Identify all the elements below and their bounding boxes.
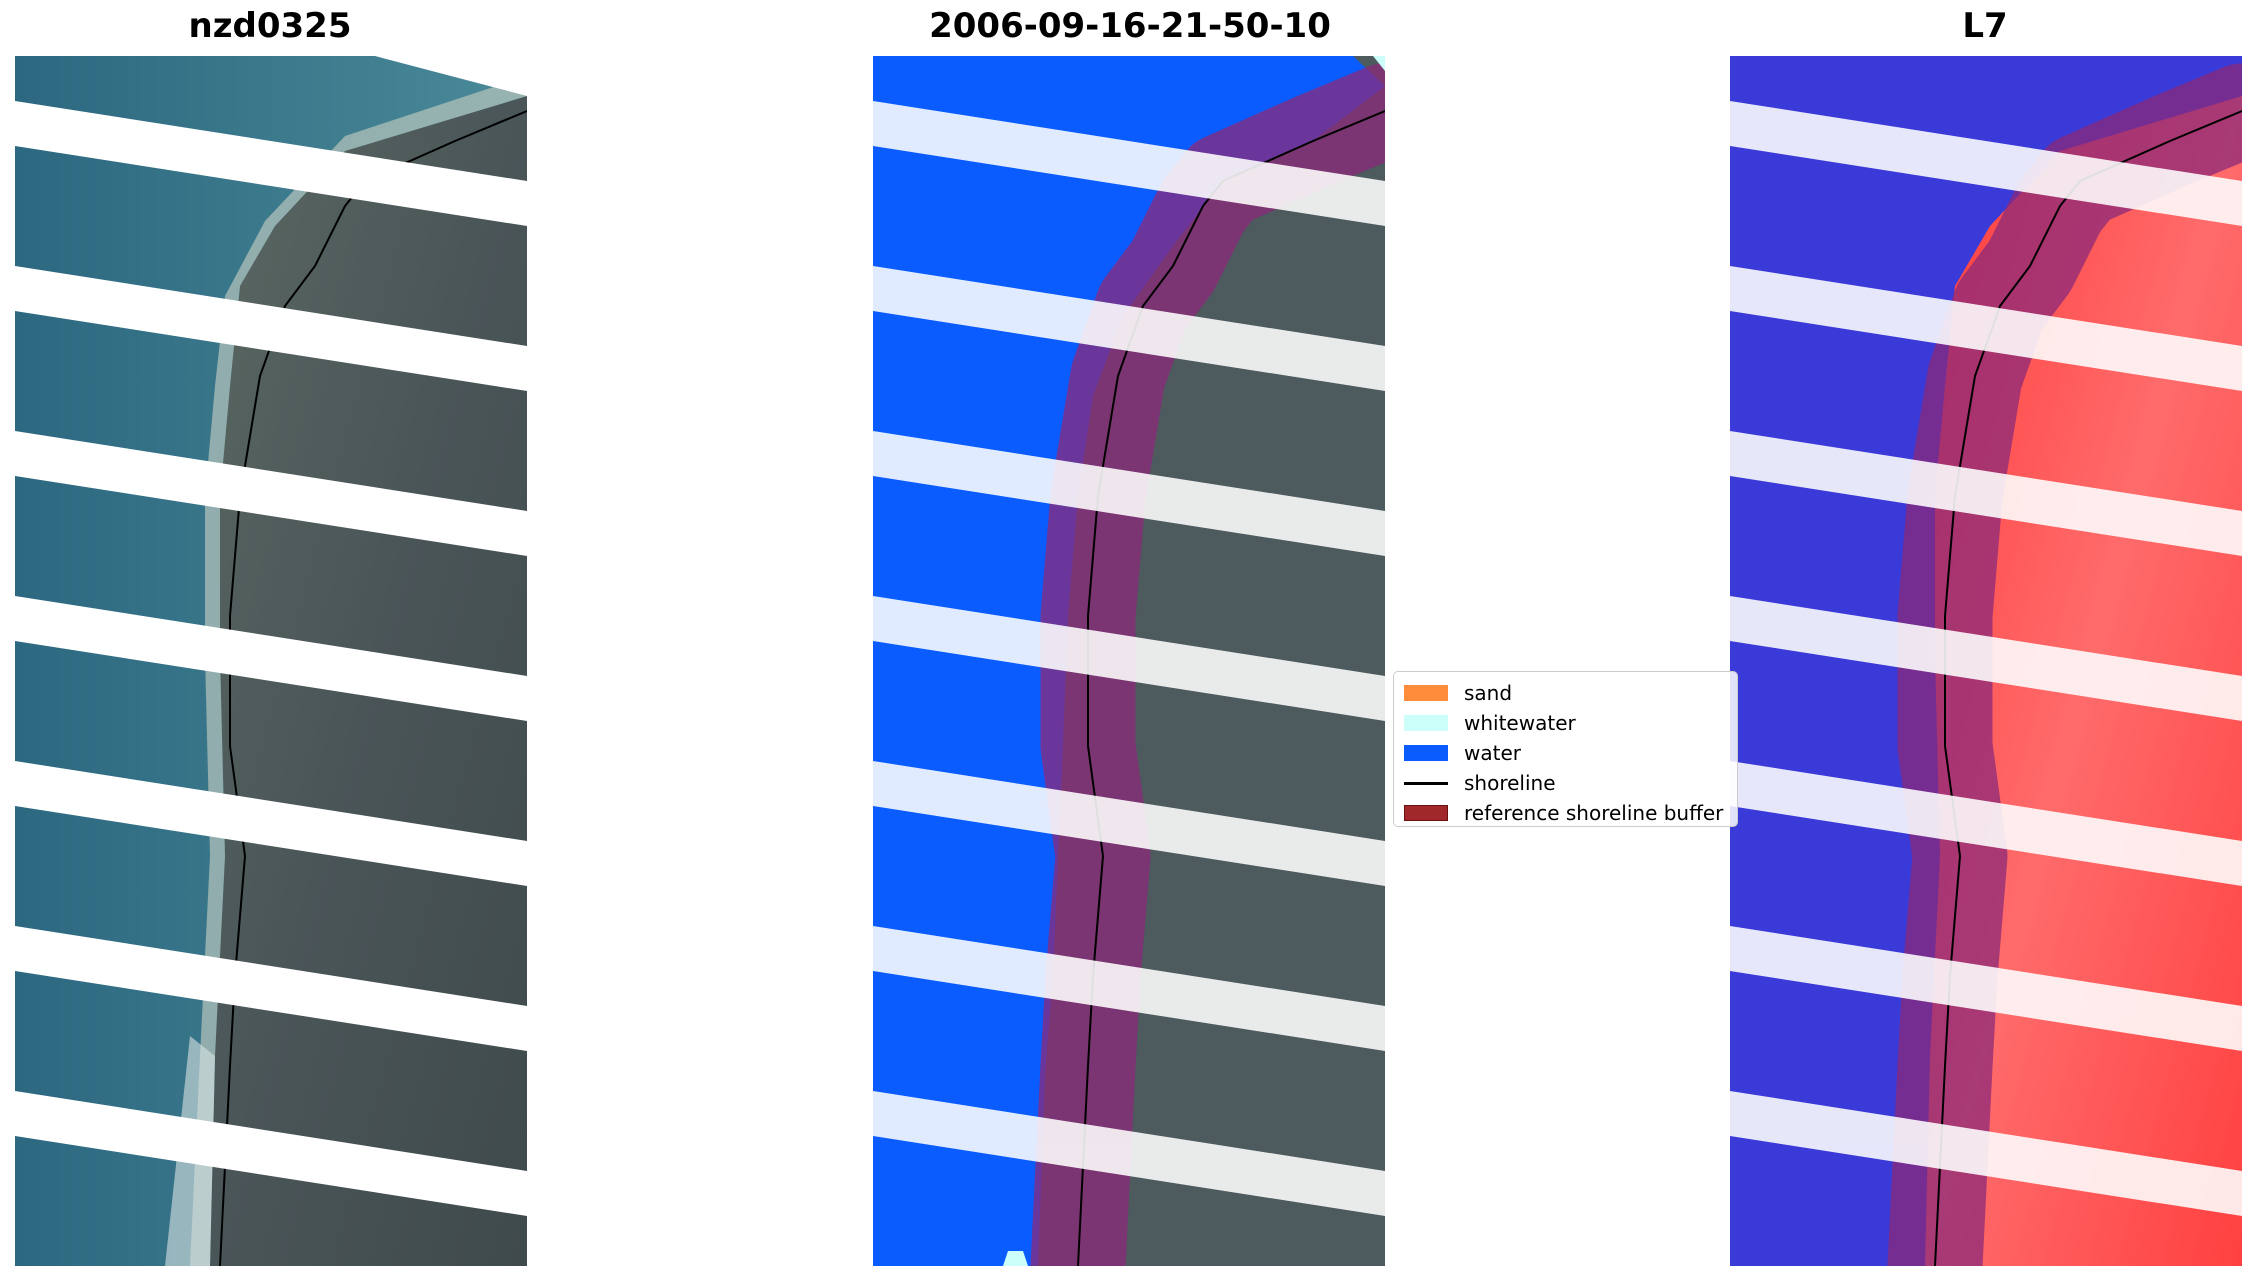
panel-title-3: L7 bbox=[1962, 6, 2008, 46]
shoreline-line-swatch bbox=[1404, 781, 1448, 785]
water-swatch bbox=[1404, 745, 1448, 761]
legend-label-sand: sand bbox=[1464, 681, 1513, 705]
legend-item-sand: sand bbox=[1404, 678, 1727, 708]
legend: sand whitewater water shoreline referenc… bbox=[1393, 671, 1738, 827]
water-index-image bbox=[1730, 56, 2242, 1266]
sand-swatch bbox=[1404, 685, 1448, 701]
legend-label-buffer: reference shoreline buffer bbox=[1464, 801, 1724, 825]
legend-item-whitewater: whitewater bbox=[1404, 708, 1727, 738]
rgb-satellite-image bbox=[15, 56, 527, 1266]
panel-title-1: nzd0325 bbox=[188, 6, 352, 46]
buffer-swatch bbox=[1404, 805, 1448, 821]
legend-label-whitewater: whitewater bbox=[1464, 711, 1576, 735]
legend-item-reference-shoreline-buffer: reference shoreline buffer bbox=[1404, 798, 1727, 828]
legend-label-shoreline: shoreline bbox=[1464, 771, 1556, 795]
legend-item-water: water bbox=[1404, 738, 1727, 768]
panel-title-2: 2006-09-16-21-50-10 bbox=[929, 6, 1331, 46]
legend-label-water: water bbox=[1464, 741, 1521, 765]
whitewater-swatch bbox=[1404, 715, 1448, 731]
legend-item-shoreline: shoreline bbox=[1404, 768, 1727, 798]
classified-image bbox=[873, 56, 1385, 1266]
